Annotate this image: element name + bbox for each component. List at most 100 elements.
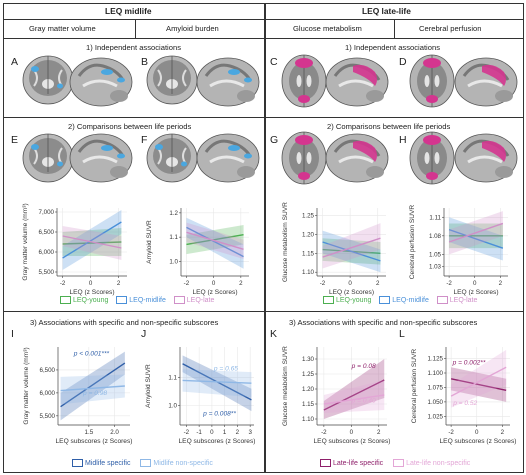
brain-b-sagittal (196, 57, 260, 107)
y-tick-label: 1.15 (302, 401, 315, 408)
y-tick-label: 6,000 (39, 249, 55, 256)
y-tick-label: 6,500 (39, 229, 55, 236)
x-tick-label: -1 (196, 429, 202, 436)
y-tick-label: 1.03 (429, 264, 442, 271)
y-tick-label: 1.20 (302, 386, 315, 393)
series-line-late_nonspecific (323, 394, 385, 405)
brain-d-sagittal-blob (482, 64, 506, 86)
brain-a-sagittal-blob (101, 69, 113, 75)
legend-row2-right: LEQ-young LEQ-midlife LEQ-late (323, 296, 477, 304)
y-tick-label: 1.11 (429, 214, 441, 221)
ci-band-midlife (186, 217, 244, 269)
p-value-annotation: p = 0.002** (452, 359, 486, 366)
x-tick-label: 2 (239, 280, 243, 287)
y-axis-label: Gray matter volume (mm³) (23, 347, 30, 424)
panel-letter-k: K (270, 328, 278, 340)
y-tick-label: 1.0 (169, 258, 178, 265)
divider-cols (3, 38, 524, 39)
x-axis-label: LEQ subscores (z Scores) (314, 438, 391, 445)
panel-letter-c: C (270, 56, 278, 68)
brain-h-sagittal-blob (482, 140, 506, 162)
legend-swatch-midlife (116, 296, 128, 304)
x-axis-label: LEQ (z Scores) (69, 289, 114, 296)
x-tick-label: -2 (446, 280, 452, 287)
x-tick-label: 0 (475, 429, 479, 436)
series-line-midlife (62, 221, 122, 259)
x-axis-label: LEQ (z Scores) (453, 289, 498, 296)
brain-d-axial-blob (423, 58, 441, 68)
series-line-late_specific (450, 378, 507, 392)
x-tick-label: 2 (377, 429, 381, 436)
frame-right (265, 3, 524, 473)
x-axis-label: LEQ subscores (z Scores) (56, 438, 133, 445)
x-axis-label: LEQ (z Scores) (329, 289, 374, 296)
brain-f-coronal-blob (155, 144, 163, 150)
x-tick-label: 3 (248, 429, 252, 436)
x-tick-label: 2 (117, 280, 121, 287)
panel-letter-h: H (399, 134, 407, 146)
y-axis-label: Amyloid SUVR (146, 220, 153, 264)
x-tick-label: 0 (350, 429, 354, 436)
y-axis-label: Cerebral perfusion SUVR (411, 349, 418, 424)
header-midlife: LEQ midlife (105, 6, 152, 16)
x-tick-label: -2 (184, 280, 190, 287)
legend-label-late: LEQ-late (186, 296, 215, 304)
x-tick-label: 0 (473, 280, 477, 287)
series-line-late_specific (323, 379, 385, 411)
ci-band-late_nonspecific (323, 380, 385, 413)
x-tick-label: 0 (348, 280, 352, 287)
section2-right-title: 2) Comparisons between life periods (327, 122, 451, 131)
brain-f-coronal (146, 133, 198, 183)
legend-swatch-young (60, 296, 71, 304)
panel-letter-g: G (270, 134, 279, 146)
legend-label-midlife: LEQ-midlife (129, 296, 166, 304)
section2-left-title: 2) Comparisons between life periods (68, 122, 192, 131)
legend-swatch-midlife-r (379, 296, 391, 304)
p-value-annotation: p = 0.98 (82, 390, 107, 397)
legend-swatch-late-r (436, 296, 448, 304)
p-value-annotation: p = 0.40 (351, 398, 376, 405)
panel-letter-d: D (399, 56, 407, 68)
x-tick-label: 2 (501, 429, 505, 436)
x-tick-label: -2 (448, 429, 454, 436)
brain-g-sagittal (325, 133, 389, 183)
ci-band-late (62, 226, 122, 260)
legend-row2-left: LEQ-young LEQ-midlife LEQ-late (60, 296, 214, 304)
legend-label-late-r: LEQ-late (449, 296, 478, 304)
section1-left-title: 1) Independent associations (86, 43, 181, 52)
series-line-young (62, 241, 122, 245)
panel-letter-i: I (11, 328, 14, 340)
p-value-annotation: p = 0.65 (213, 366, 238, 373)
series-line-mid_nonspecific (182, 379, 252, 384)
brain-h-axial-blob (423, 135, 441, 145)
y-tick-label: 7,000 (39, 209, 55, 216)
chart-j: 1.0 1.1 -2 -1 0 1 2 3 LEQ subscores (z Scores) Am… (145, 347, 255, 445)
series-line-late (322, 237, 381, 258)
section1-right-title: 1) Independent associations (345, 43, 440, 52)
brain-g-axial-blob (295, 135, 313, 145)
column-glucose: Glucose metabolism (293, 24, 362, 33)
series-line-midlife (448, 228, 504, 249)
frame-left (3, 3, 265, 473)
panel-letter-a: A (11, 56, 19, 68)
y-tick-label: 6,500 (40, 367, 56, 374)
legend-label-late-specific: Late-life specific (332, 459, 384, 467)
brain-b-sagittal-blob (228, 69, 240, 75)
x-tick-label: 2 (236, 429, 240, 436)
legend-label-late-nonspecific: Late-life non-specific (406, 459, 471, 467)
x-tick-label: -2 (60, 280, 66, 287)
column-perfusion: Cerebral perfusion (419, 24, 482, 33)
brain-a-sagittal (69, 57, 133, 107)
brain-h-sagittal (454, 133, 518, 183)
divider-top (3, 19, 524, 20)
legend-label-mid-specific: Midlife specific (84, 459, 131, 467)
brain-c-axial-blob (295, 58, 313, 68)
series-line-midlife (322, 241, 381, 262)
x-tick-label: 0 (210, 429, 214, 436)
legend-label-young: LEQ-young (72, 296, 109, 304)
